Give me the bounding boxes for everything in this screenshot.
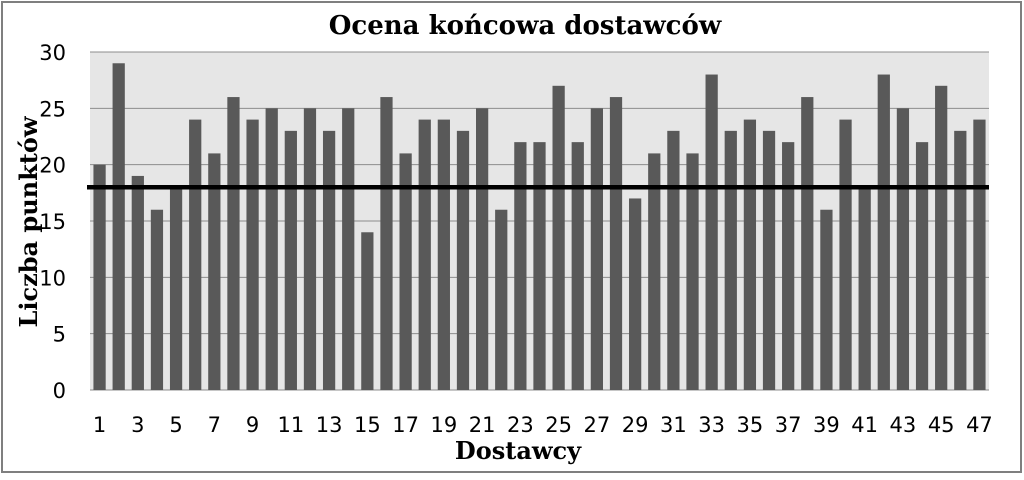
bar [227,97,240,391]
x-tick-label: 41 [851,413,878,437]
x-tick-label: 17 [392,413,419,437]
bar [495,209,508,390]
x-tick-labels: 1 3 5 7 9 11 13 15 17 19 21 23 25 27 29 31 33 35 37 39 41 43 4… [93,413,993,437]
bar [858,187,871,390]
bar [820,209,833,390]
bar [533,142,546,390]
bar [667,130,680,390]
x-tick-label: 15 [354,413,381,437]
bar [782,142,795,390]
y-tick-label: 10 [39,266,66,290]
x-tick-label: 23 [507,413,534,437]
bar [131,175,144,390]
x-tick-label: 29 [622,413,649,437]
bar [93,164,106,390]
bar [418,119,431,390]
bar [189,119,202,390]
bar [456,130,470,390]
x-tick-label: 47 [966,413,993,437]
x-tick-label: 21 [469,413,496,437]
y-tick-labels: 0 5 10 15 20 25 30 [39,41,66,403]
bar [762,130,776,390]
bar [954,130,967,390]
x-tick-label: 45 [928,413,955,437]
x-tick-label: 35 [737,413,764,437]
bar [208,153,221,390]
bar [361,232,374,390]
y-tick-label: 15 [39,210,66,234]
x-tick-label: 39 [813,413,840,437]
x-tick-label: 25 [545,413,572,437]
bar [399,153,412,390]
x-tick-label: 37 [775,413,802,437]
bar [935,85,948,391]
y-tick-label: 5 [53,323,66,347]
x-tick-label: 27 [584,413,611,437]
x-tick-label: 13 [316,413,343,437]
bar [112,63,125,391]
bar [648,153,661,390]
x-tick-label: 7 [208,413,221,437]
x-tick-label: 33 [698,413,725,437]
x-tick-label: 9 [246,413,259,437]
bar [915,142,929,390]
bar [284,130,297,390]
bar [896,108,910,390]
x-tick-label: 43 [890,413,917,437]
bar [169,187,183,390]
bar [342,108,355,390]
x-tick-label: 11 [277,413,304,437]
x-axis-label: Dostawcy [455,436,582,465]
bar [475,108,489,390]
bar [973,119,986,390]
bar [801,97,814,391]
x-tick-label: 3 [131,413,144,437]
bar [437,119,450,390]
y-tick-label: 0 [53,379,66,403]
x-tick-label: 31 [660,413,687,437]
bar [265,108,278,390]
bar [743,119,757,390]
bar [724,130,737,390]
x-tick-label: 19 [430,413,457,437]
y-tick-label: 20 [39,154,66,178]
bar [590,108,604,390]
y-tick-label: 25 [39,97,66,121]
bar [303,108,317,390]
bar [322,130,336,390]
bar [150,209,164,390]
x-tick-label: 5 [169,413,182,437]
bar [571,142,584,390]
bar [246,119,259,390]
bar [686,153,699,390]
y-axis-label: Liczba punktów [14,115,43,327]
chart-title: Ocena końcowa dostawców [329,11,722,41]
bar [705,74,718,391]
y-tick-label: 30 [39,41,66,65]
bars [93,63,986,391]
bar [629,198,642,390]
bar [514,142,527,390]
bar [380,97,393,391]
bar [609,97,623,391]
bar [877,74,890,391]
bar [839,119,852,390]
bar [552,85,565,391]
x-tick-label: 1 [93,413,106,437]
